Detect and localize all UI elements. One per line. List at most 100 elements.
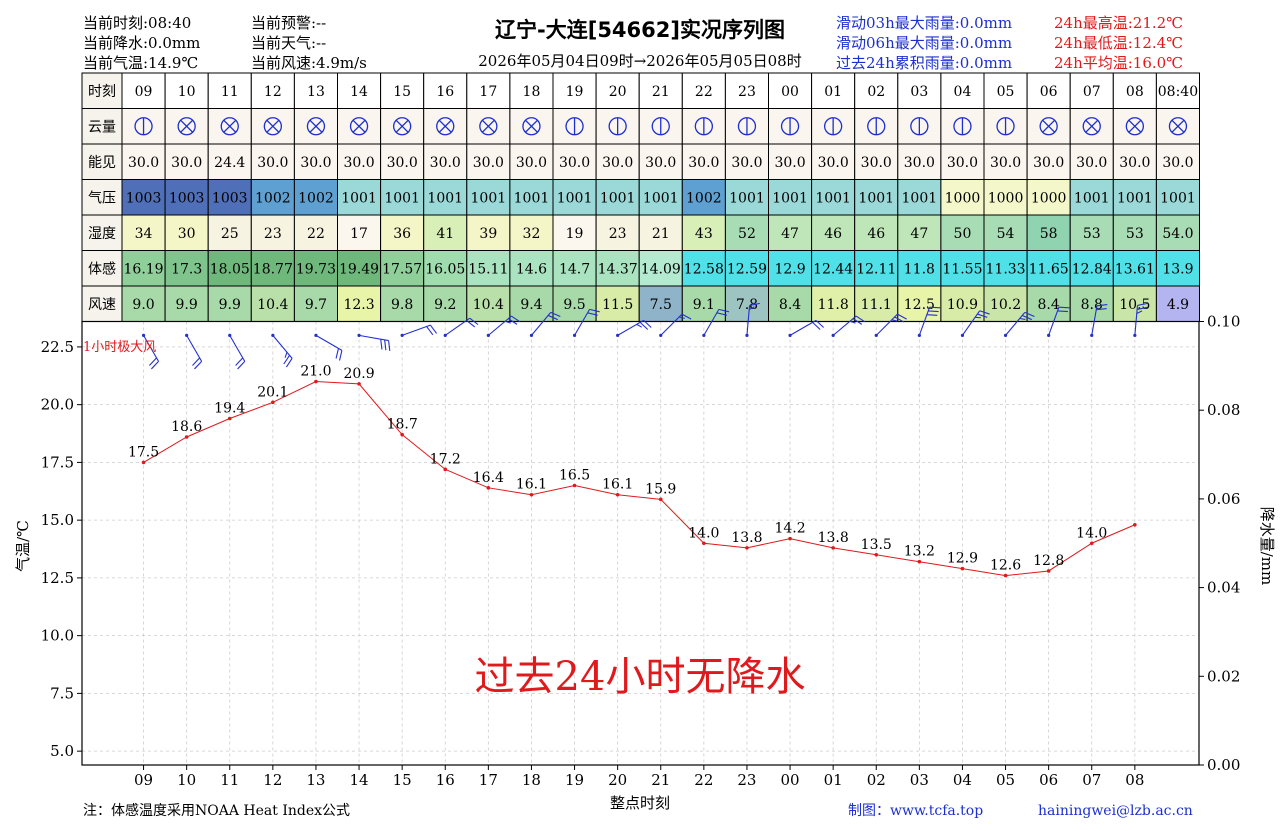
cloud-cover-icon bbox=[479, 117, 498, 136]
table-cell bbox=[724, 250, 770, 287]
table-cell bbox=[638, 72, 683, 109]
table-value: 11.33 bbox=[986, 261, 1026, 277]
table-cell bbox=[897, 179, 942, 216]
table-value: 9.7 bbox=[305, 297, 327, 313]
wind-barb bbox=[1133, 302, 1148, 337]
rain-06h: 滑动06h最大雨量:0.0mm bbox=[836, 34, 1013, 52]
hour-header: 13 bbox=[307, 84, 325, 100]
table-value: 14.7 bbox=[559, 261, 590, 277]
temperature-point bbox=[917, 559, 922, 564]
current-warning: 当前预警:-- bbox=[251, 14, 327, 32]
temperature-point-label: 20.1 bbox=[257, 384, 288, 400]
x-tick-label: 11 bbox=[220, 771, 239, 789]
temp-avg: 24h平均温:16.0℃ bbox=[1054, 54, 1183, 72]
x-tick-label: 07 bbox=[1082, 771, 1101, 789]
temperature-point-label: 14.2 bbox=[774, 521, 805, 537]
table-value: 4.9 bbox=[1167, 297, 1189, 313]
temperature-point bbox=[141, 460, 146, 465]
table-value: 15.11 bbox=[468, 261, 508, 277]
table-cell bbox=[1112, 72, 1157, 109]
footer-email[interactable]: hainingwei@lzb.ac.cn bbox=[1038, 803, 1193, 819]
current-wind: 当前风速:4.9m/s bbox=[251, 54, 367, 72]
wind-barb bbox=[874, 313, 907, 337]
table-cell bbox=[207, 179, 252, 216]
cloud-cover-icon bbox=[651, 117, 670, 136]
y2-tick-label: 0.02 bbox=[1207, 667, 1240, 685]
table-cell bbox=[1069, 214, 1114, 251]
chart-grid bbox=[82, 321, 1199, 765]
table-value: 9.9 bbox=[176, 297, 198, 313]
table-value: 11.55 bbox=[942, 261, 982, 277]
row-label: 时刻 bbox=[88, 84, 116, 100]
footer-credit[interactable]: 制图：www.tcfa.top bbox=[848, 803, 984, 819]
temperature-point bbox=[831, 546, 835, 550]
table-cell bbox=[466, 250, 511, 287]
cloud-cover-icon bbox=[522, 117, 541, 136]
wind-barb bbox=[271, 333, 293, 368]
cloud-cover-icon bbox=[910, 117, 929, 136]
table-cell bbox=[509, 179, 554, 216]
table-value: 1001 bbox=[341, 190, 377, 206]
table-cell bbox=[337, 72, 382, 109]
temperature-point bbox=[227, 416, 232, 421]
y-tick-label: 20.0 bbox=[41, 396, 74, 414]
table-value: 8.4 bbox=[1038, 297, 1060, 313]
table-value: 19 bbox=[566, 226, 584, 242]
table-cell bbox=[1155, 285, 1201, 322]
x-tick-label: 10 bbox=[177, 771, 196, 789]
x-tick-label: 22 bbox=[694, 771, 713, 789]
table-cell bbox=[595, 72, 640, 109]
table-cell bbox=[121, 143, 166, 180]
table-cell bbox=[1112, 285, 1157, 322]
table-cell bbox=[983, 143, 1028, 180]
temperature-point-label: 18.7 bbox=[387, 417, 418, 433]
table-value: 30.0 bbox=[904, 155, 935, 171]
table-value: 19.49 bbox=[339, 261, 379, 277]
wind-barb bbox=[486, 315, 521, 337]
table-cell bbox=[768, 285, 813, 322]
table-value: 30.0 bbox=[300, 155, 331, 171]
temperature-point-label: 13.8 bbox=[731, 530, 762, 546]
table-value: 39 bbox=[479, 226, 497, 242]
table-value: 25 bbox=[221, 226, 239, 242]
wind-barb bbox=[1003, 311, 1035, 337]
row-label: 体感 bbox=[88, 260, 116, 277]
x-axis-label: 整点时刻 bbox=[610, 794, 670, 812]
table-value: 30.0 bbox=[861, 155, 892, 171]
hour-header: 08 bbox=[1126, 84, 1144, 100]
table-cell bbox=[423, 250, 468, 287]
hour-header: 11 bbox=[221, 84, 239, 100]
table-value: 30.0 bbox=[602, 155, 633, 171]
table-value: 41 bbox=[436, 226, 454, 242]
table-cell bbox=[423, 143, 468, 180]
table-value: 9.4 bbox=[520, 297, 542, 313]
temperature-point bbox=[874, 552, 879, 557]
table-value: 1001 bbox=[643, 190, 679, 206]
hour-header: 21 bbox=[652, 84, 670, 100]
temperature-point-label: 13.5 bbox=[861, 537, 892, 553]
table-value: 30.0 bbox=[774, 155, 805, 171]
cloud-cover-icon bbox=[436, 117, 455, 136]
table-value: 1001 bbox=[557, 190, 593, 206]
x-tick-label: 05 bbox=[996, 771, 1015, 789]
cloud-cover-icon bbox=[996, 117, 1015, 136]
temperature-point bbox=[745, 546, 749, 550]
row-label: 气压 bbox=[88, 190, 116, 206]
table-cell bbox=[681, 143, 726, 180]
table-cell bbox=[638, 250, 683, 287]
table-cell bbox=[811, 285, 856, 322]
table-value: 1002 bbox=[686, 190, 722, 206]
table-value: 30.0 bbox=[430, 155, 461, 171]
hour-header: 12 bbox=[264, 84, 282, 100]
table-value: 8.8 bbox=[1081, 297, 1103, 313]
table-cell bbox=[1026, 143, 1071, 180]
hour-header: 14 bbox=[350, 84, 368, 100]
current-precip: 当前降水:0.0mm bbox=[83, 34, 201, 52]
x-tick-label: 09 bbox=[134, 771, 153, 789]
y2-tick-label: 0.06 bbox=[1207, 490, 1240, 508]
table-cell bbox=[1026, 285, 1071, 322]
table-cell bbox=[1155, 214, 1201, 251]
table-cell bbox=[768, 214, 813, 251]
wind-barb bbox=[228, 333, 246, 370]
row-label: 能见 bbox=[88, 155, 116, 171]
